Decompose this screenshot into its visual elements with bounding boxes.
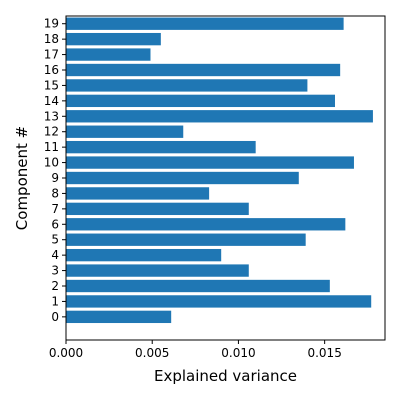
bar-component-1 [66, 295, 372, 308]
x-tick-label: 0.000 [49, 346, 83, 360]
y-tick-label: 19 [44, 17, 59, 31]
bar-component-12 [66, 125, 184, 138]
bar-component-14 [66, 94, 335, 108]
bar-component-5 [66, 233, 306, 246]
y-tick-label: 0 [51, 310, 59, 324]
y-tick-label: 4 [51, 248, 59, 262]
x-tick-label: 0.010 [221, 346, 255, 360]
bar-component-4 [66, 248, 222, 262]
plot-frame [65, 15, 386, 341]
y-tick-label: 12 [44, 125, 59, 139]
y-tick-label: 8 [51, 186, 59, 200]
bar-component-7 [66, 202, 249, 216]
y-tick-label: 13 [44, 109, 59, 123]
y-axis-title: Component # [13, 126, 31, 230]
x-tick-label: 0.005 [135, 346, 169, 360]
y-tick-label: 10 [44, 156, 59, 170]
bar-component-9 [66, 171, 299, 185]
bar-component-13 [66, 110, 373, 123]
bar-component-10 [66, 156, 354, 169]
x-tick-label: 0.015 [307, 346, 341, 360]
bar-component-2 [66, 279, 330, 293]
bar-component-11 [66, 140, 256, 154]
bar-component-19 [66, 17, 344, 30]
bar-component-18 [66, 32, 161, 46]
bar-component-15 [66, 79, 308, 92]
bar-component-0 [66, 310, 172, 324]
y-tick-label: 3 [51, 264, 59, 278]
y-tick-label: 9 [51, 171, 59, 185]
x-axis-ticks: 0.000 0.005 0.010 0.015 [49, 340, 342, 360]
y-tick-label: 11 [44, 140, 59, 154]
bars-group [66, 17, 373, 324]
bar-component-17 [66, 48, 151, 61]
y-tick-label: 17 [44, 48, 59, 62]
y-tick-label: 1 [51, 294, 59, 308]
bar-component-6 [66, 218, 346, 231]
y-tick-label: 16 [44, 63, 59, 77]
y-tick-label: 6 [51, 217, 59, 231]
y-tick-label: 18 [44, 32, 59, 46]
x-axis-title: Explained variance [154, 367, 297, 385]
bar-component-8 [66, 187, 210, 200]
y-tick-label: 2 [51, 279, 59, 293]
bar-component-16 [66, 63, 341, 77]
y-tick-label: 15 [44, 78, 59, 92]
y-tick-label: 14 [44, 94, 59, 108]
y-tick-label: 7 [51, 202, 59, 216]
bar-component-3 [66, 264, 249, 277]
y-tick-label: 5 [51, 233, 59, 247]
